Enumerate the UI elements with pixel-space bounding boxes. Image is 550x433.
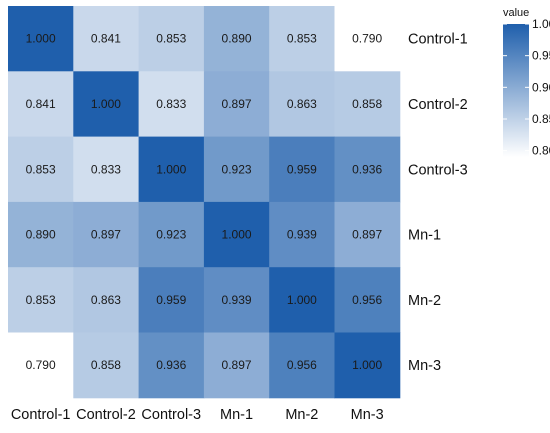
heatmap-cell — [8, 136, 74, 203]
heatmap-cell — [8, 71, 74, 138]
heatmap-cell — [203, 332, 270, 399]
cell-value-label: 0.858 — [352, 97, 382, 111]
color-legend: value 1.00 0.95 0.90 0.85 0.80 — [503, 7, 550, 158]
cell-value-label: 0.790 — [26, 358, 56, 372]
heatmap-cell — [8, 6, 74, 72]
cell-value-label: 0.833 — [91, 162, 121, 176]
cell-value-label: 0.853 — [156, 32, 186, 46]
cell-value-label: 1.000 — [91, 97, 121, 111]
heatmap-cell — [334, 267, 401, 333]
heatmap-cell — [73, 332, 140, 399]
legend-tick-label: 1.00 — [532, 17, 550, 31]
cell-value-label: 0.939 — [222, 293, 252, 307]
cell-value-label: 0.923 — [156, 228, 186, 242]
heatmap-cell — [334, 71, 401, 138]
heatmap-cell — [269, 6, 335, 72]
column-labels: Control-1 Control-2 Control-3 Mn-1 Mn-2 Mn-3 — [11, 407, 384, 423]
heatmap-cell — [269, 332, 335, 399]
heatmap-cell — [73, 201, 140, 268]
cell-value-label: 0.833 — [156, 97, 186, 111]
heatmap-cell — [73, 136, 140, 203]
heatmap-cell — [8, 201, 74, 268]
cell-value-label: 0.936 — [352, 162, 382, 176]
legend-tick-label: 0.80 — [532, 144, 550, 158]
legend-colorbar — [503, 24, 529, 157]
cell-value-label: 0.841 — [26, 97, 56, 111]
cell-value-label: 0.863 — [91, 293, 121, 307]
heatmap-cell — [269, 201, 335, 268]
row-label: Mn-1 — [408, 228, 441, 244]
column-label: Mn-3 — [351, 407, 384, 423]
heatmap-cell — [203, 71, 270, 138]
row-label: Control-2 — [408, 97, 468, 113]
heatmap-cell — [73, 6, 140, 72]
cell-value-label: 0.890 — [26, 228, 56, 242]
heatmap-cell — [203, 136, 270, 203]
column-label: Control-2 — [76, 407, 136, 423]
heatmap-cell — [138, 332, 205, 399]
heatmap-cell — [334, 136, 401, 203]
heatmap-cell — [138, 267, 205, 333]
cell-value-label: 0.890 — [222, 32, 252, 46]
heatmap-cell — [334, 201, 401, 268]
column-label: Control-3 — [141, 407, 201, 423]
row-label: Mn-2 — [408, 293, 441, 309]
heatmap-cells: 1.000 0.841 0.853 0.890 0.853 0.790 0.841 1.000… — [8, 6, 401, 399]
heatmap-cell — [8, 267, 74, 333]
cell-value-label: 0.897 — [91, 228, 121, 242]
legend-tick-label: 0.90 — [532, 80, 550, 94]
cell-value-label: 0.959 — [287, 162, 317, 176]
heatmap-cell — [73, 267, 140, 333]
heatmap-cell — [73, 71, 140, 138]
row-label: Mn-3 — [408, 358, 441, 374]
cell-value-label: 0.936 — [156, 358, 186, 372]
heatmap-cell — [203, 6, 270, 72]
heatmap-cell — [203, 201, 270, 268]
heatmap-cell — [138, 136, 205, 203]
heatmap-cell — [138, 201, 205, 268]
legend-tick-label: 0.95 — [532, 49, 550, 63]
cell-value-label: 0.956 — [287, 358, 317, 372]
cell-value-label: 0.897 — [222, 97, 252, 111]
cell-value-label: 0.853 — [287, 32, 317, 46]
cell-value-label: 0.959 — [156, 293, 186, 307]
cell-value-label: 1.000 — [352, 358, 382, 372]
row-labels: Control-1 Control-2 Control-3 Mn-1 Mn-2 Mn-3 — [408, 32, 468, 374]
heatmap-cell — [203, 267, 270, 333]
cell-value-label: 1.000 — [156, 162, 186, 176]
cell-value-label: 1.000 — [222, 228, 252, 242]
heatmap-cell — [269, 136, 335, 203]
cell-value-label: 0.939 — [287, 228, 317, 242]
cell-value-label: 0.790 — [352, 32, 382, 46]
legend-ticks: 1.00 0.95 0.90 0.85 0.80 — [503, 17, 550, 158]
cell-value-label: 0.956 — [352, 293, 382, 307]
heatmap-cell — [8, 332, 74, 399]
heatmap-cell — [334, 332, 401, 399]
heatmap-cell — [269, 71, 335, 138]
cell-value-label: 1.000 — [287, 293, 317, 307]
cell-value-label: 0.858 — [91, 358, 121, 372]
cell-value-label: 0.897 — [352, 228, 382, 242]
cell-value-label: 0.853 — [26, 162, 56, 176]
cell-value-label: 0.863 — [287, 97, 317, 111]
legend-title: value — [503, 7, 529, 19]
row-label: Control-1 — [408, 32, 468, 48]
heatmap-cell — [138, 6, 205, 72]
row-label: Control-3 — [408, 162, 468, 178]
legend-tick-label: 0.85 — [532, 112, 550, 126]
heatmap-cell — [334, 6, 401, 72]
cell-value-label: 0.853 — [26, 293, 56, 307]
cell-value-label: 1.000 — [26, 32, 56, 46]
cell-value-label: 0.897 — [222, 358, 252, 372]
cell-value-label: 0.841 — [91, 32, 121, 46]
column-label: Mn-1 — [220, 407, 253, 423]
column-label: Mn-2 — [285, 407, 318, 423]
heatmap-cell — [269, 267, 335, 333]
heatmap-cell — [138, 71, 205, 138]
column-label: Control-1 — [11, 407, 71, 423]
cell-value-label: 0.923 — [222, 162, 252, 176]
